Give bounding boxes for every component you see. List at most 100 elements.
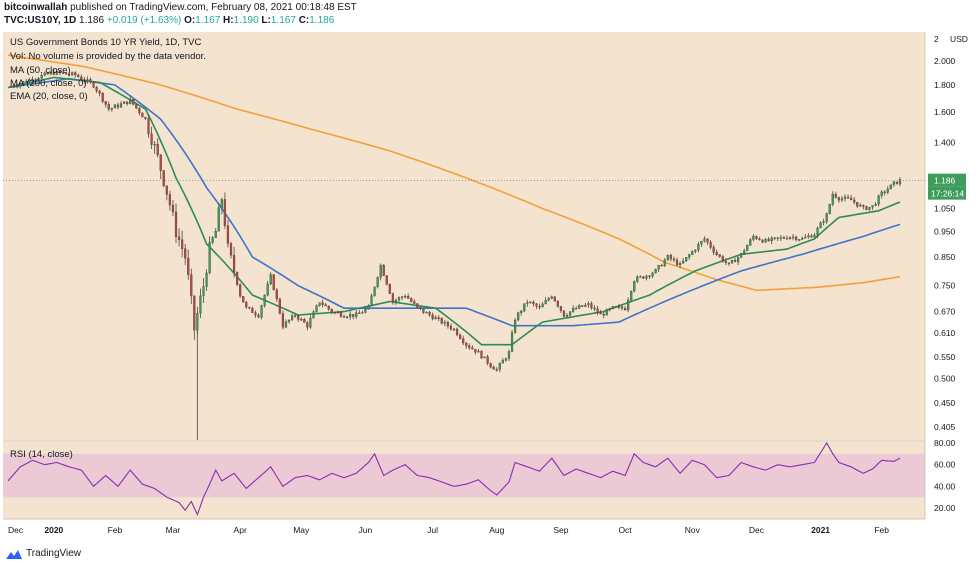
candle-body [532, 301, 535, 305]
candle-body [568, 311, 572, 316]
candle-body [584, 304, 587, 307]
candle-body [614, 306, 618, 308]
candle-body [513, 319, 517, 333]
candle-body [248, 306, 251, 309]
time-tick-label: Oct [618, 525, 632, 535]
high-value: 1.190 [233, 15, 259, 26]
candle-body [865, 206, 868, 210]
candle-body [397, 297, 401, 301]
candle-body [254, 312, 257, 316]
candle-body [449, 325, 453, 330]
time-tick-label: Apr [234, 525, 247, 535]
candle-body [315, 305, 318, 312]
candle-body [16, 85, 19, 88]
candle-body [19, 83, 22, 87]
ema20-line [7, 76, 901, 346]
symbol-label[interactable]: TVC:US10Y, 1D [4, 15, 77, 26]
legend-title[interactable]: US Government Bonds 10 YR Yield, 1D, TVC [10, 37, 202, 48]
author-name[interactable]: bitcoinwallah [4, 2, 68, 13]
candle-body [321, 302, 324, 305]
candle-body [150, 133, 153, 145]
candle-body [682, 260, 685, 264]
candle-body [162, 170, 165, 186]
candle-body [101, 93, 104, 102]
candle-body [425, 312, 428, 314]
candle-body [520, 310, 523, 313]
time-tick-label: May [293, 525, 310, 535]
candle-body [559, 306, 563, 311]
candle-body [410, 298, 413, 302]
price-axis-ticks: 2 2.000 1.800 1.600 1.400 1.050 0.950 0.850 0.75… [934, 34, 968, 432]
price-tick-label: 2 [934, 34, 939, 44]
candle-body [52, 72, 55, 75]
candle-body [761, 239, 764, 243]
candle-body [339, 312, 343, 317]
candle-body [49, 72, 52, 75]
candle-body [147, 118, 150, 134]
time-tick-label: Jul [427, 525, 438, 535]
candle-body [517, 312, 520, 321]
candle-body [627, 299, 630, 311]
candle-body [92, 81, 95, 88]
legend-ema20[interactable]: EMA (20, close, 0) [10, 91, 88, 102]
candle-body [727, 262, 731, 264]
candle-body [129, 99, 132, 105]
candle-body [385, 275, 388, 285]
candle-body [327, 305, 330, 310]
candle-body [376, 277, 379, 288]
time-tick-label: Feb [874, 525, 889, 535]
candle-body [202, 286, 205, 297]
candle-body [217, 207, 220, 232]
candle-body [370, 295, 373, 307]
candle-body [846, 196, 850, 199]
time-tick-label: Feb [108, 525, 123, 535]
rsi-line [7, 441, 901, 516]
candle-body [746, 245, 749, 251]
candle-body [874, 204, 877, 206]
candle-body [700, 240, 703, 245]
candle-body [177, 236, 181, 240]
candle-body [593, 307, 596, 310]
candle-body [688, 254, 691, 258]
candle-body [498, 363, 501, 370]
candle-body [43, 72, 46, 76]
candle-body [877, 195, 880, 205]
legend-ma50[interactable]: MA (50, close) [10, 65, 71, 76]
candle-body [880, 191, 883, 196]
candle-body [798, 239, 801, 241]
candle-body [31, 79, 34, 81]
candle-body [562, 310, 566, 317]
legend-ma200[interactable]: MA (200, close, 0) [10, 78, 87, 89]
open-label: O: [184, 15, 196, 26]
candle-body [190, 274, 193, 297]
candle-body [220, 199, 223, 208]
footer-brand[interactable]: TradingView [6, 548, 81, 559]
candle-body [196, 312, 199, 331]
candle-body [284, 321, 288, 328]
candle-body [685, 257, 688, 262]
last-price-badge [928, 173, 966, 187]
rsi-tick-label: 80.00 [934, 438, 956, 448]
candle-body [61, 72, 65, 74]
candle-body [407, 296, 410, 299]
legend-rsi[interactable]: RSI (14, close) [10, 449, 73, 460]
candle-body [193, 295, 196, 331]
price-tick-label: 1.050 [934, 204, 956, 214]
candle-body [813, 234, 816, 238]
tradingview-logo-icon [6, 549, 22, 559]
candle-body [394, 299, 398, 303]
price-tick-label: 0.500 [934, 374, 956, 384]
candle-body [455, 328, 459, 336]
candle-body [895, 181, 899, 185]
candle-body [507, 351, 511, 359]
candle-body [523, 303, 526, 312]
candle-body [205, 272, 208, 287]
candle-body [840, 198, 844, 201]
candle-body [358, 312, 361, 314]
candle-body [122, 101, 126, 104]
candle-body [648, 275, 651, 277]
candle-body [413, 301, 416, 304]
candle-body [382, 264, 385, 276]
candle-body [361, 312, 364, 314]
candle-body [113, 104, 117, 109]
